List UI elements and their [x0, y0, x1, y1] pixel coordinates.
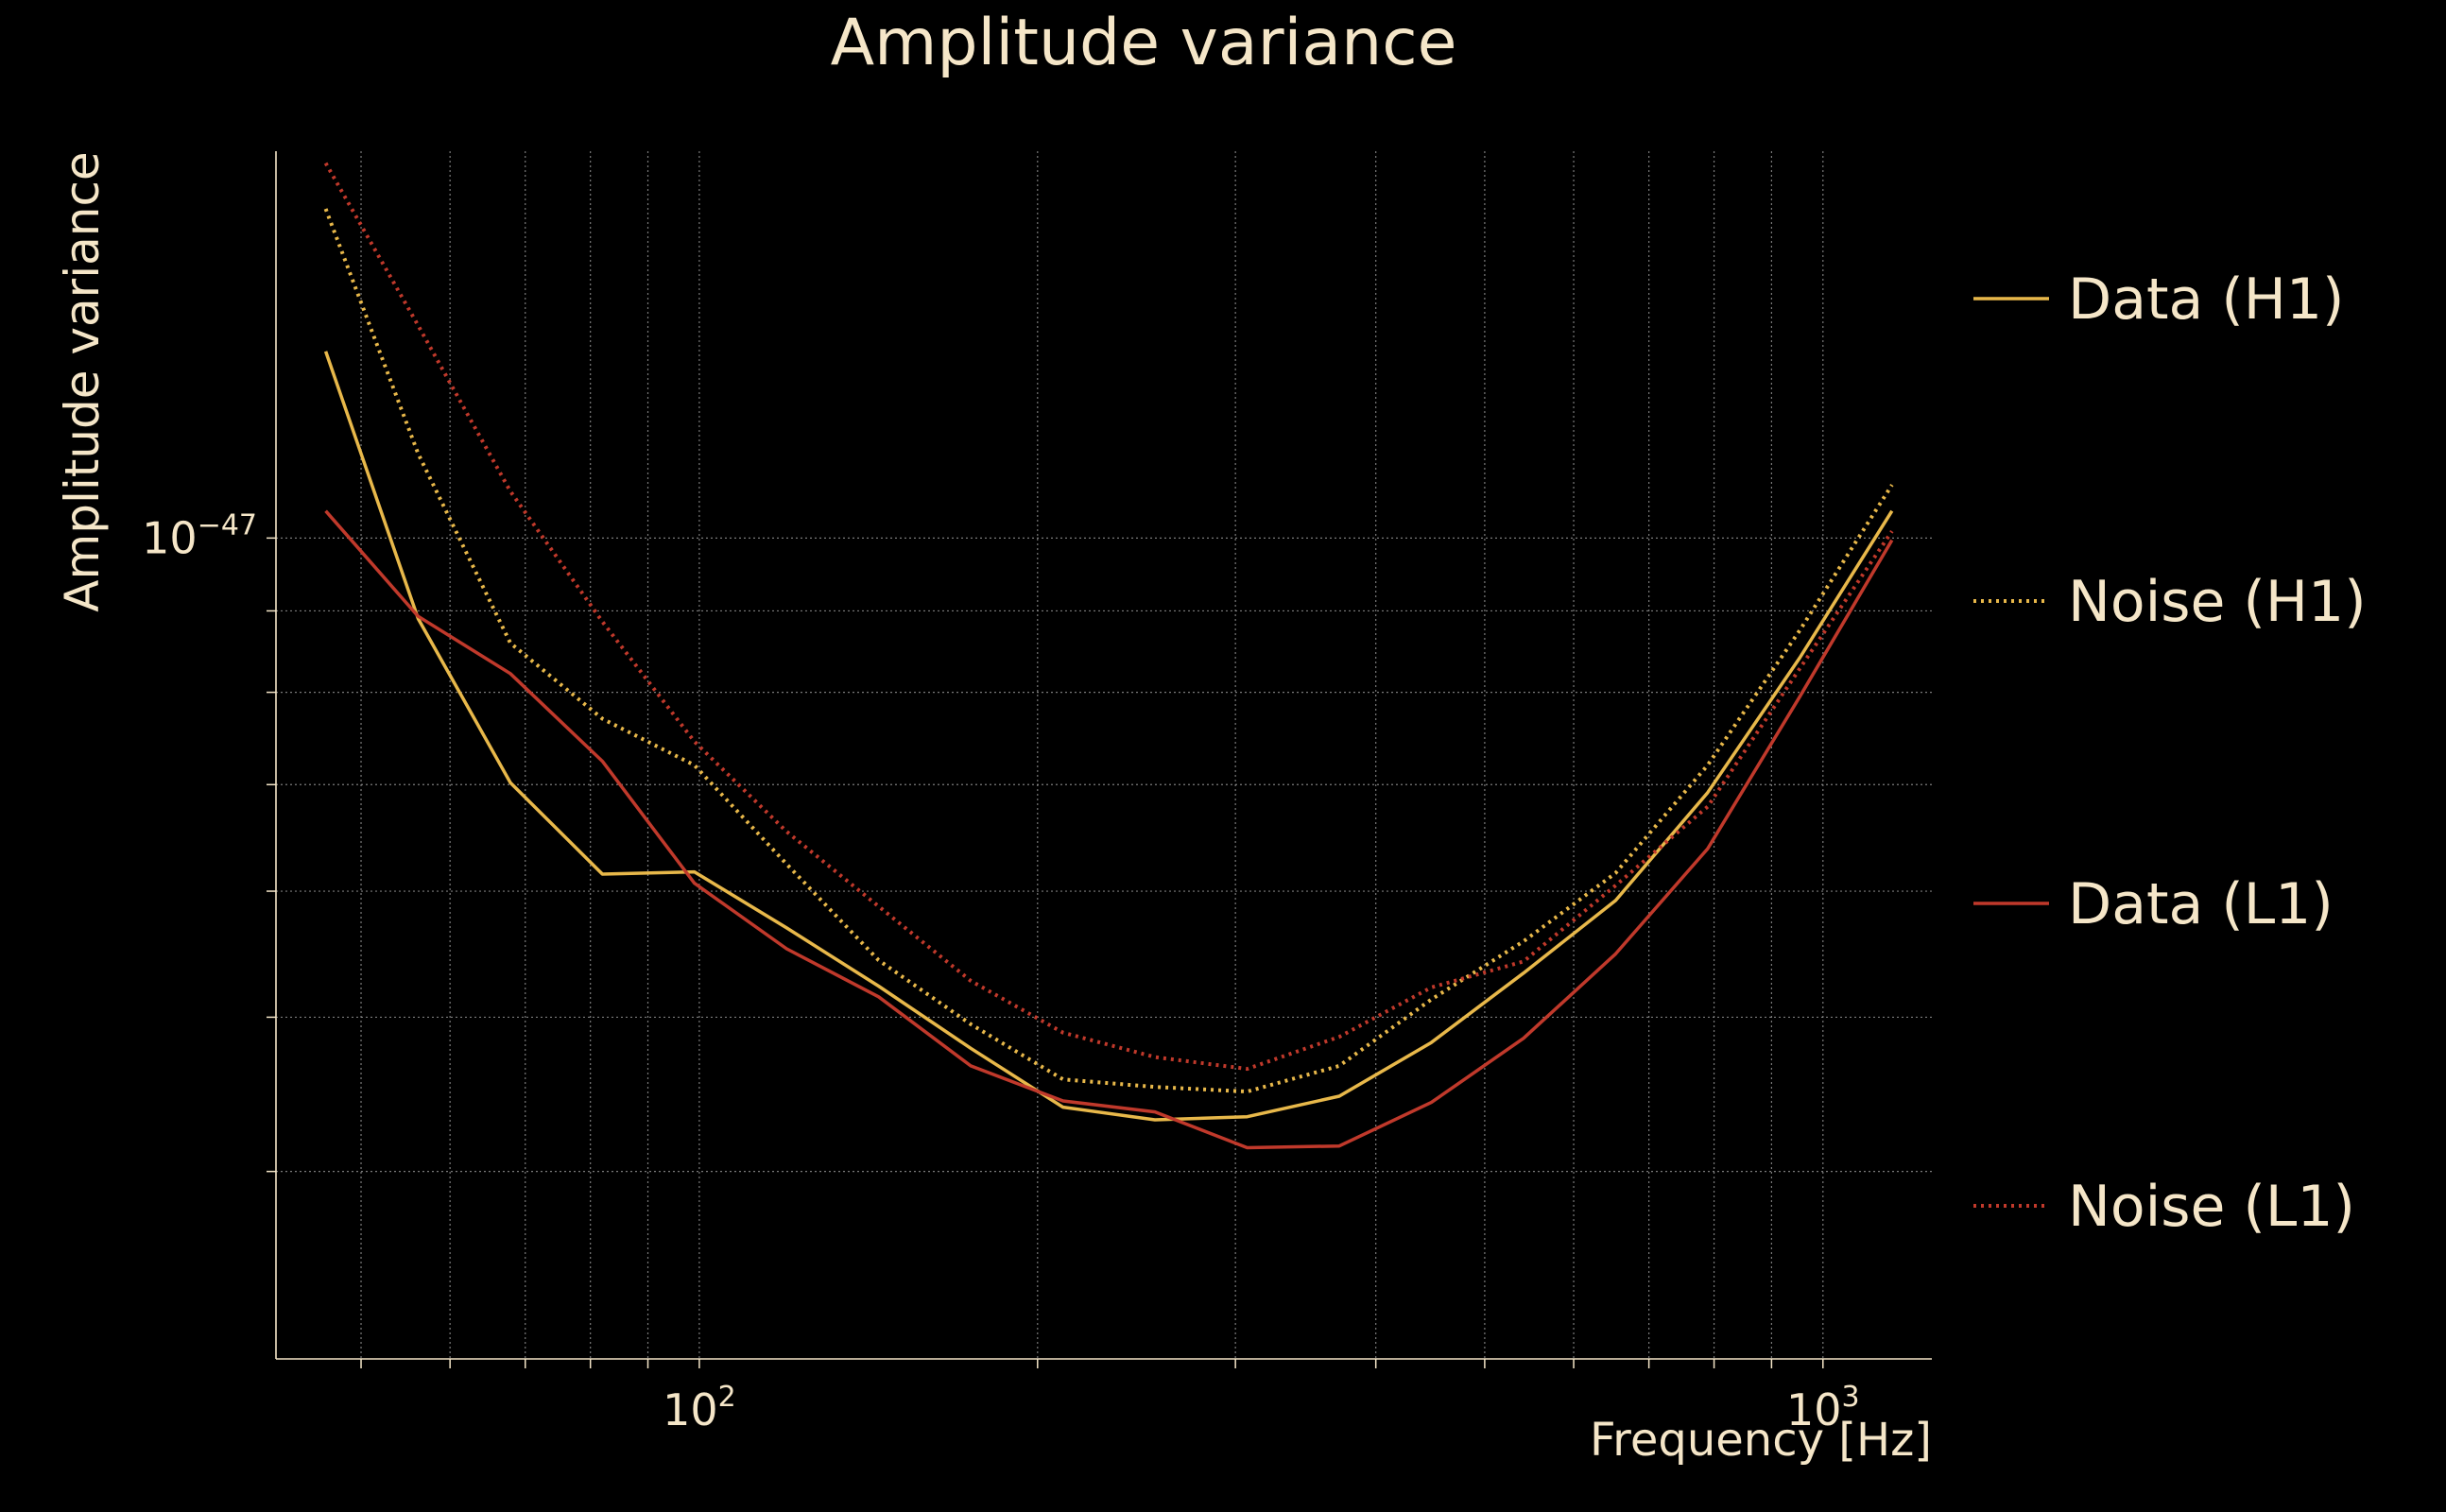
series-line-noise-h1	[323, 208, 1894, 1094]
series-line-data-l1	[324, 509, 1894, 1150]
plot-series	[323, 162, 1894, 1150]
x-axis-label: Frequency [Hz]	[1590, 1414, 1932, 1467]
x-tick-label: 102	[663, 1381, 736, 1435]
legend: Data (H1) Noise (H1) Data (L1) Noise (L1)	[1973, 266, 2367, 1240]
legend-label: Noise (H1)	[2068, 569, 2367, 635]
y-tick-label: 10−47	[142, 508, 257, 563]
x-tick-label: 103	[1786, 1381, 1860, 1435]
chart-title: Amplitude variance	[831, 6, 1457, 80]
y-axis-label: Amplitude variance	[55, 151, 110, 611]
tick-labels: 102 103 10−47	[142, 508, 1859, 1435]
legend-label: Noise (L1)	[2068, 1174, 2355, 1240]
grid-lines	[276, 151, 1932, 1359]
series-line-data-h1	[323, 351, 1894, 1122]
series-line-noise-l1	[323, 162, 1894, 1072]
legend-label: Data (L1)	[2068, 871, 2334, 937]
legend-label: Data (H1)	[2068, 266, 2344, 333]
axes	[267, 151, 1932, 1368]
